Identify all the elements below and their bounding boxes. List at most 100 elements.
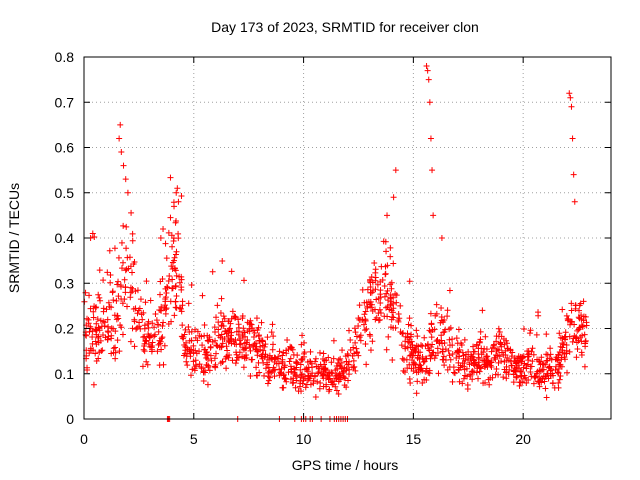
- data-point: [269, 346, 276, 353]
- data-point: [310, 377, 317, 384]
- data-point: [427, 310, 434, 317]
- data-point: [446, 342, 453, 349]
- data-point: [165, 278, 172, 285]
- data-point: [250, 327, 257, 334]
- data-point: [381, 293, 388, 300]
- data-point: [173, 189, 180, 196]
- data-point: [400, 356, 407, 363]
- data-point: [126, 254, 133, 261]
- data-point: [189, 366, 196, 373]
- data-point: [157, 291, 164, 298]
- data-point: [543, 331, 550, 338]
- data-point: [187, 353, 194, 360]
- data-point: [362, 317, 369, 324]
- data-point: [383, 248, 390, 255]
- data-point: [363, 325, 370, 332]
- data-point: [392, 324, 399, 331]
- data-point: [127, 294, 134, 301]
- data-point: [283, 378, 290, 385]
- data-point: [307, 358, 314, 365]
- data-point: [362, 340, 369, 347]
- data-point: [568, 103, 575, 110]
- data-point: [438, 313, 445, 320]
- data-point: [198, 365, 205, 372]
- data-point: [200, 378, 207, 385]
- data-point: [100, 308, 107, 315]
- data-point: [135, 307, 142, 314]
- data-point: [362, 327, 369, 334]
- data-point: [212, 328, 219, 335]
- data-point: [526, 330, 533, 337]
- data-point: [171, 312, 178, 319]
- data-point: [307, 348, 314, 355]
- data-point: [337, 355, 344, 362]
- data-point: [212, 364, 219, 371]
- data-point: [371, 306, 378, 313]
- data-point: [459, 349, 466, 356]
- data-point: [402, 345, 409, 352]
- data-point: [190, 358, 197, 365]
- data-point: [264, 334, 271, 341]
- data-point: [139, 363, 146, 370]
- data-point: [361, 299, 368, 306]
- data-point: [152, 311, 159, 318]
- data-point: [198, 333, 205, 340]
- data-point: [104, 269, 111, 276]
- data-point: [100, 277, 107, 284]
- data-point: [444, 307, 451, 314]
- data-point: [155, 321, 162, 328]
- data-point: [383, 346, 390, 353]
- data-point: [419, 367, 426, 374]
- data-point: [366, 331, 373, 338]
- data-point: [441, 328, 448, 335]
- data-point: [577, 334, 584, 341]
- data-point: [190, 349, 197, 356]
- data-point: [224, 347, 231, 354]
- data-point: [92, 350, 99, 357]
- data-point: [325, 354, 332, 361]
- data-point: [178, 276, 185, 283]
- data-point: [196, 361, 203, 368]
- data-point: [529, 358, 536, 365]
- data-point: [538, 354, 545, 361]
- data-point: [108, 332, 115, 339]
- data-point: [244, 336, 251, 343]
- data-point: [248, 356, 255, 363]
- data-point: [433, 338, 440, 345]
- data-point: [372, 286, 379, 293]
- data-point: [278, 370, 285, 377]
- data-point: [117, 121, 124, 128]
- data-point: [112, 349, 119, 356]
- data-point: [490, 344, 497, 351]
- data-point: [480, 349, 487, 356]
- data-point: [464, 373, 471, 380]
- data-point: [233, 351, 240, 358]
- data-point: [535, 378, 542, 385]
- data-point: [96, 267, 103, 274]
- data-point: [177, 305, 184, 312]
- data-point: [203, 361, 210, 368]
- data-point: [492, 356, 499, 363]
- data-point: [421, 358, 428, 365]
- data-point: [289, 380, 296, 387]
- data-point: [455, 359, 462, 366]
- data-point: [347, 337, 354, 344]
- data-point: [213, 314, 220, 321]
- data-point: [444, 313, 451, 320]
- data-point: [183, 358, 190, 365]
- data-point: [564, 369, 571, 376]
- data-point: [461, 366, 468, 373]
- data-point: [163, 255, 170, 262]
- data-point: [215, 319, 222, 326]
- data-point: [168, 263, 175, 270]
- data-point: [375, 295, 382, 302]
- data-point: [265, 377, 272, 384]
- data-point: [467, 372, 474, 379]
- data-point: [459, 380, 466, 387]
- data-point: [131, 318, 138, 325]
- data-point: [559, 306, 566, 313]
- data-point: [282, 376, 289, 383]
- data-point: [167, 174, 174, 181]
- data-point: [475, 375, 482, 382]
- data-point: [213, 342, 220, 349]
